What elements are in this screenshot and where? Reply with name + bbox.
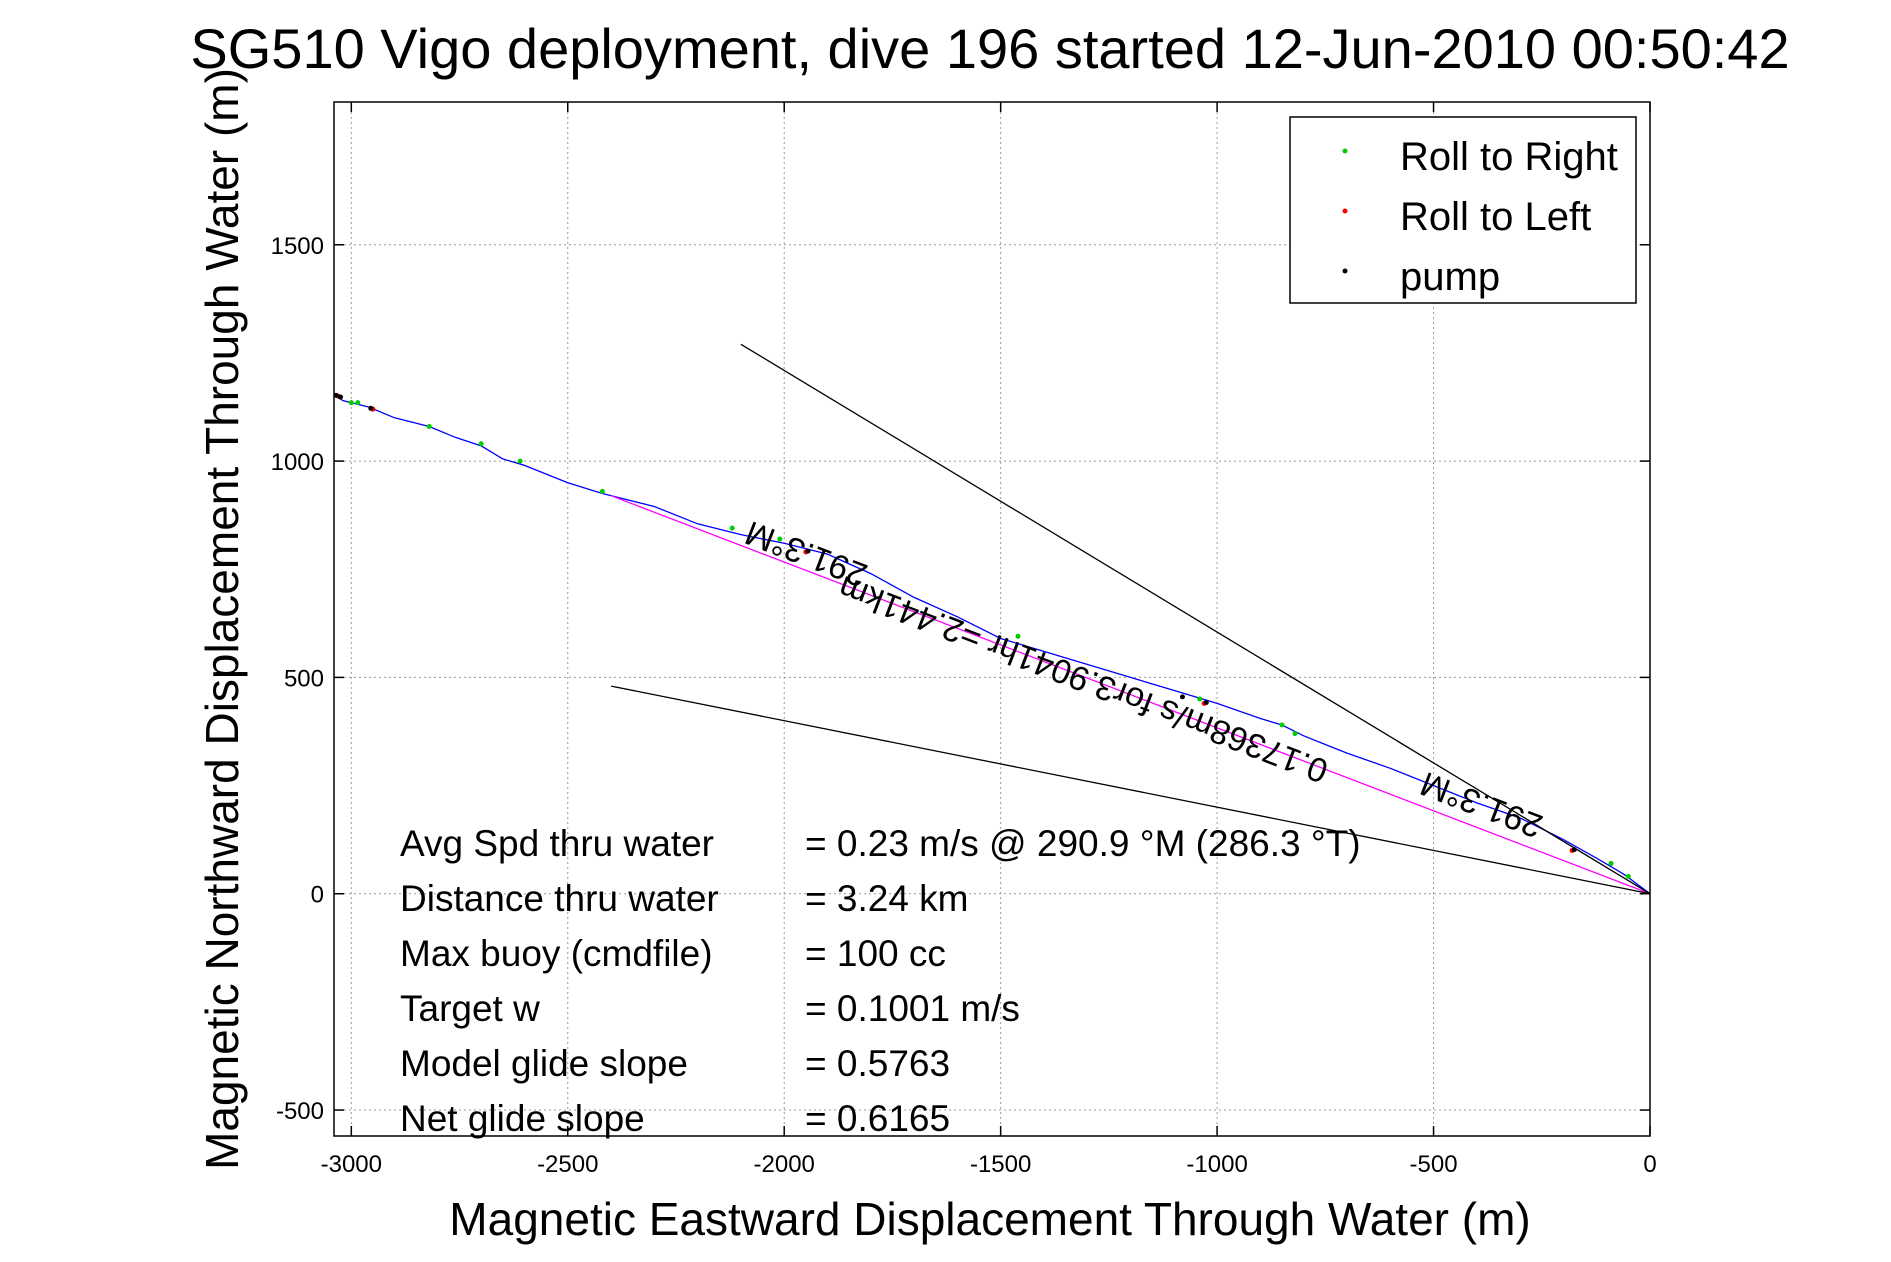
legend-label-pump: pump <box>1400 255 1500 299</box>
x-tick-label: -500 <box>1410 1151 1458 1178</box>
marker-points <box>333 392 1631 879</box>
stat-value: = 0.6165 <box>805 1098 950 1139</box>
roll-right-point <box>1279 722 1285 728</box>
y-axis: -500 0 500 1000 1500 <box>271 233 1650 1125</box>
series-lines <box>333 343 1651 895</box>
legend-marker-roll-left <box>1342 208 1348 214</box>
stat-label: Net glide slope <box>400 1098 645 1139</box>
roll-right-point <box>1015 633 1021 639</box>
pump-point <box>1571 847 1577 853</box>
roll-right-point <box>355 400 361 406</box>
roll-right-point <box>426 423 432 429</box>
stat-label: Max buoy (cmdfile) <box>400 933 713 974</box>
roll-right-point <box>348 400 354 406</box>
x-axis: -3000 -2500 -2000 -1500 -1000 -500 0 <box>321 102 1657 1178</box>
series-line <box>610 495 1651 895</box>
roll-right-point <box>777 536 783 542</box>
stat-label: Distance thru water <box>400 878 719 919</box>
stats-panel: Avg Spd thru water = 0.23 m/s @ 290.9 °M … <box>400 823 1361 1139</box>
roll-right-point <box>1197 696 1203 702</box>
stat-label: Target w <box>400 988 540 1029</box>
roll-right-point <box>1625 873 1631 879</box>
pump-point <box>1179 694 1185 700</box>
chart-title: SG510 Vigo deployment, dive 196 started … <box>190 17 1789 80</box>
x-tick-label: 0 <box>1643 1151 1656 1178</box>
series-line <box>740 343 1651 895</box>
roll-right-point <box>1292 731 1298 737</box>
roll-right-point <box>517 458 523 464</box>
stat-value: = 3.24 km <box>805 878 969 919</box>
pump-point <box>805 548 811 554</box>
x-tick-label: -3000 <box>321 1151 382 1178</box>
stat-label: Model glide slope <box>400 1043 688 1084</box>
series-line <box>333 393 1651 895</box>
legend-box <box>1289 116 1637 304</box>
roll-right-point <box>729 525 735 531</box>
x-tick-label: -2000 <box>754 1151 815 1178</box>
stat-value: = 0.5763 <box>805 1043 950 1084</box>
y-tick-label: 1000 <box>271 449 324 476</box>
roll-right-point <box>599 488 605 494</box>
y-tick-label: 1500 <box>271 233 324 260</box>
legend-marker-pump <box>1342 268 1348 274</box>
plot-frame <box>333 101 1651 1137</box>
stat-value: = 100 cc <box>805 933 946 974</box>
stat-label: Avg Spd thru water <box>400 823 714 864</box>
stat-value: = 0.23 m/s @ 290.9 °M (286.3 °T) <box>805 823 1361 864</box>
x-axis-label: Magnetic Eastward Displacement Through W… <box>449 1193 1530 1245</box>
y-tick-label: 500 <box>284 665 324 692</box>
stat-value: = 0.1001 m/s <box>805 988 1020 1029</box>
pump-point <box>333 392 339 398</box>
y-tick-label: 0 <box>311 882 324 909</box>
pump-point <box>368 405 374 411</box>
series-line <box>610 685 1651 895</box>
x-tick-label: -1500 <box>970 1151 1031 1178</box>
y-axis-label: Magnetic Northward Displacement Through … <box>196 68 248 1170</box>
legend-label-roll-right: Roll to Right <box>1400 135 1618 179</box>
y-tick-label: -500 <box>276 1098 324 1125</box>
legend-marker-roll-right <box>1342 148 1348 154</box>
pump-point <box>1203 699 1209 705</box>
legend: Roll to Right Roll to Left pump <box>1289 116 1637 304</box>
pump-point <box>337 394 343 400</box>
x-tick-label: -1000 <box>1186 1151 1247 1178</box>
legend-label-roll-left: Roll to Left <box>1400 195 1591 239</box>
roll-right-point <box>478 441 484 447</box>
roll-right-point <box>1608 860 1614 866</box>
x-tick-label: -2500 <box>537 1151 598 1178</box>
